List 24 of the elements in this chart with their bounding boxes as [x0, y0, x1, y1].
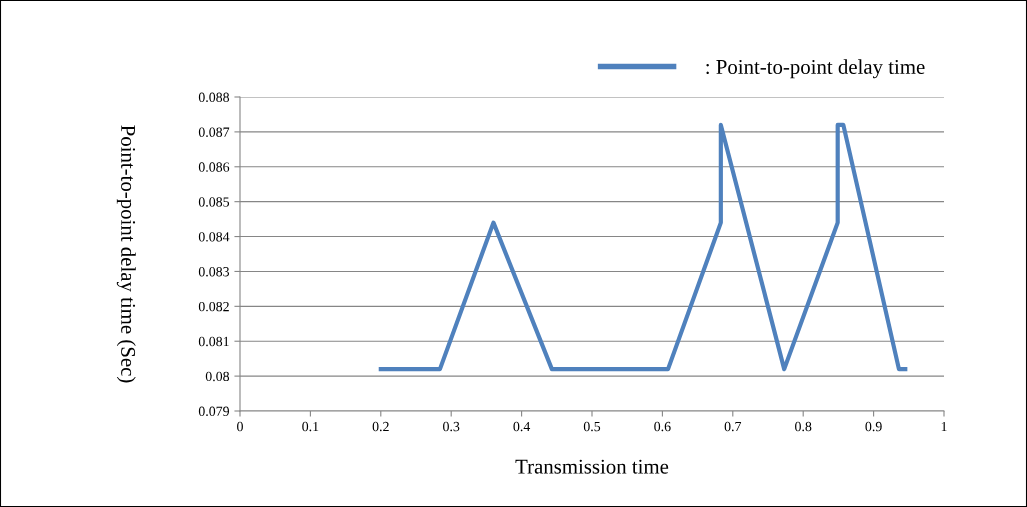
x-tick-label: 0.5 [583, 421, 601, 432]
x-tick-label: 0.6 [654, 421, 671, 432]
y-tick-label: 0.084 [198, 232, 230, 242]
x-tick-label: 0.8 [795, 421, 812, 432]
x-tick-label: 0 [237, 421, 243, 432]
y-tick-label: 0.088 [198, 92, 230, 103]
y-tick-label: 0.079 [198, 406, 230, 417]
y-tick-label: 0.081 [198, 336, 229, 347]
y-axis-title: Point-to-point delay time (Sec) [116, 125, 136, 383]
y-tick-label: 0.085 [198, 197, 230, 207]
x-tick-label: 0.7 [724, 421, 742, 432]
y-tick-label: 0.08 [205, 371, 230, 382]
x-tick-label: 0.3 [443, 421, 460, 432]
x-tick-label: 0.9 [865, 421, 882, 432]
legend-label: : Point-to-point delay time [706, 59, 925, 79]
x-tick-label: 0.2 [372, 421, 389, 432]
y-tick-label: 0.087 [198, 127, 230, 137]
y-tick-label: 0.086 [198, 162, 230, 172]
x-axis-title: Transmission time [515, 459, 669, 474]
y-tick-label: 0.083 [198, 267, 230, 277]
x-tick-label: 0.1 [302, 421, 319, 432]
x-tick-label: 1 [941, 421, 947, 432]
y-tick-label: 0.082 [198, 301, 229, 312]
x-tick-label: 0.4 [513, 421, 531, 432]
